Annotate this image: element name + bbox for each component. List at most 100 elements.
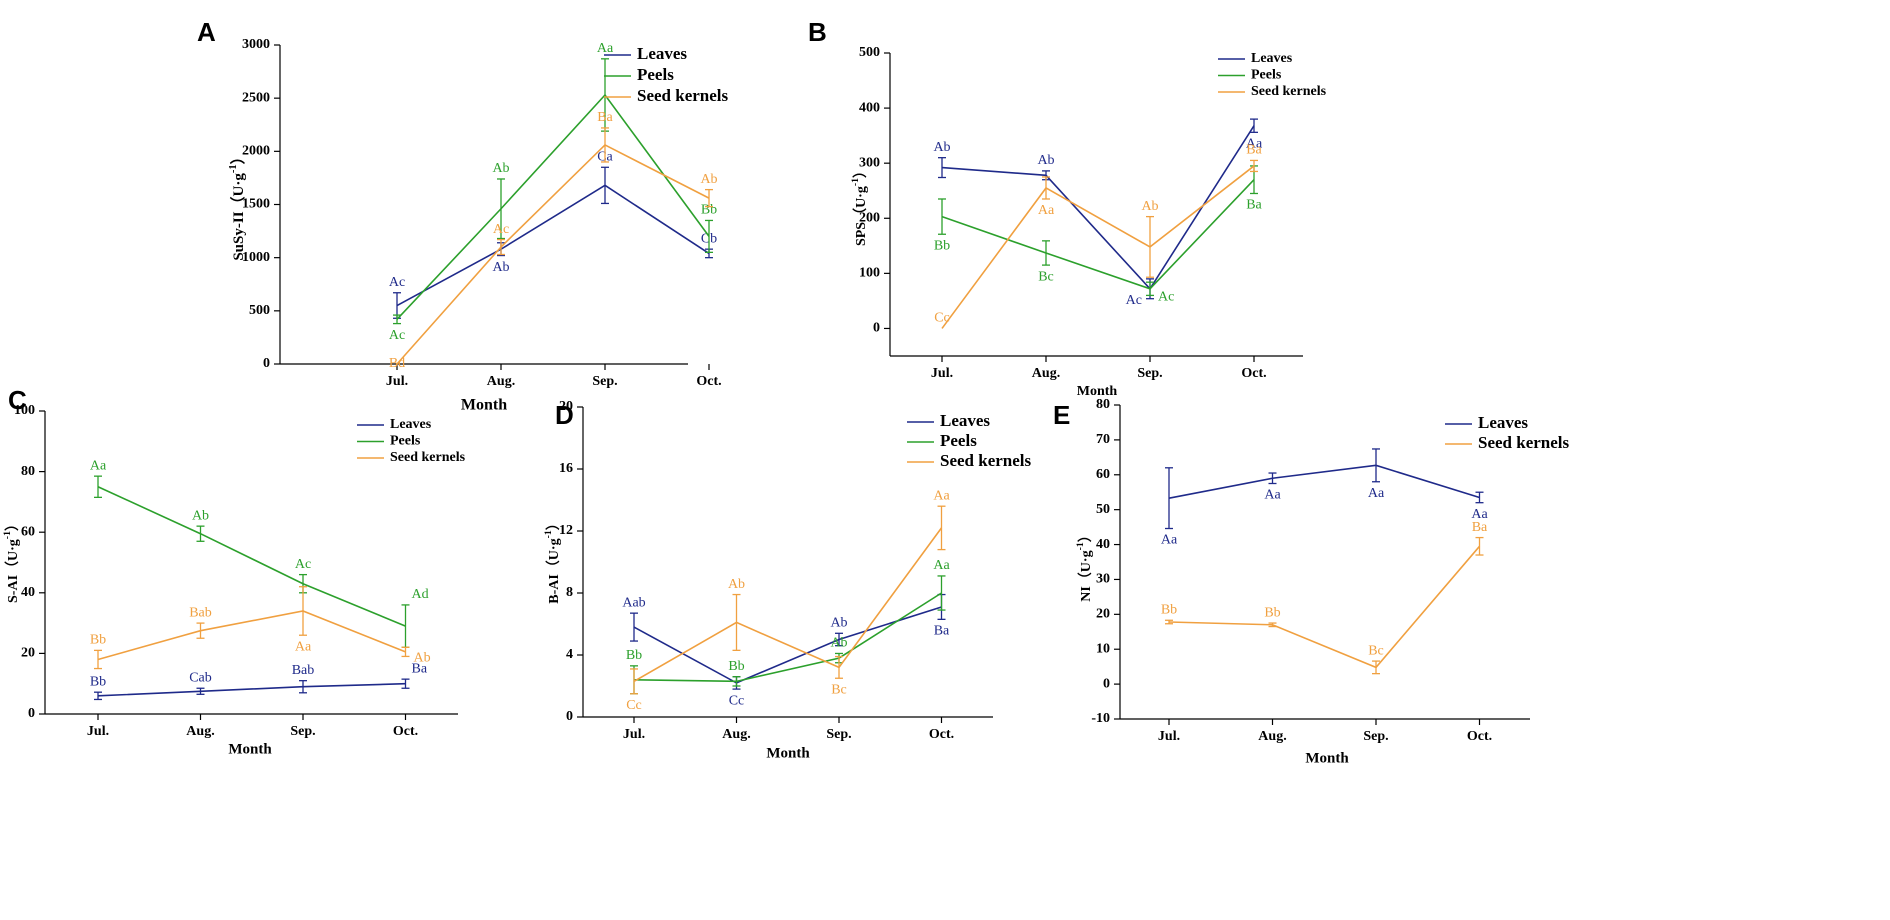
legend-label-leaves: Leaves [940, 411, 990, 430]
y-tick-label: 80 [21, 464, 35, 479]
point-label: Bb [626, 648, 642, 663]
point-label: Ba [597, 110, 613, 125]
series-seed: Bb Bab Aa Ab [90, 586, 431, 670]
y-tick-label: 0 [28, 706, 35, 721]
y-tick-label: 2000 [242, 144, 270, 159]
y-tick-label: 0 [566, 709, 573, 724]
x-tick-label: Aug. [722, 727, 750, 742]
legend-label-leaves: Leaves [1251, 51, 1293, 66]
series-line-seed [633, 527, 943, 683]
y-tick-label: 20 [21, 646, 35, 661]
panel-b-sps-chart: B 0 100 200 300 400 500 Jul. Aug. Sep. Oct. Month SP… [808, 17, 1327, 399]
y-tick-label: 16 [559, 461, 573, 476]
y-axis-title: B-AI（U·g-1） [543, 516, 562, 604]
point-label: Ba [412, 661, 428, 676]
y-axis-title: SPS（U·g-1） [850, 164, 869, 246]
y-tick-label: 50 [1096, 502, 1110, 517]
y-tick-label: 1000 [242, 250, 270, 265]
point-label: Bd [389, 356, 405, 371]
y-tick-label: 2500 [242, 90, 270, 105]
point-label: Bc [1038, 269, 1054, 284]
series-line-peels [396, 93, 710, 320]
series-line-seed [941, 165, 1255, 329]
point-label: Ab [933, 140, 950, 155]
y-tick-label: 500 [249, 303, 270, 318]
y-tick-label: 10 [1096, 641, 1110, 656]
legend-label-leaves: Leaves [637, 44, 687, 63]
series-leaves: Aab Cc Ab Ba [622, 593, 950, 708]
y-tick-label: 400 [859, 100, 880, 115]
series-seed: Cc Aa Ab Ba [934, 143, 1263, 329]
series-line-peels [633, 592, 942, 683]
panel-d-b-ai-chart: D 0 4 8 12 16 20 Jul. Aug. Sep. Oct. Month B-AI（U·g-… [543, 399, 1031, 761]
x-tick-label: Sep. [592, 374, 617, 389]
point-label: Ba [1246, 198, 1262, 213]
x-tick-label: Jul. [931, 366, 953, 381]
y-tick-label: 40 [21, 585, 35, 600]
point-label: Bb [728, 659, 744, 674]
x-tick-label: Oct. [929, 727, 954, 742]
point-label: Ac [295, 557, 311, 572]
x-tick-label: Oct. [1241, 366, 1266, 381]
legend-label-leaves: Leaves [1478, 413, 1528, 432]
point-label: Cab [189, 670, 212, 685]
x-tick-label: Sep. [290, 724, 315, 739]
series-leaves: Ab Ab Ac Aa [933, 118, 1263, 308]
y-axis-title: SuSy-II（U·g-1） [228, 149, 247, 260]
y-tick-label: 500 [859, 45, 880, 60]
y-tick-label: 20 [559, 399, 573, 414]
panel-c-s-ai-chart: C 0 20 40 60 80 100 Jul. Aug. Sep. Oct. Month S-AI（U… [2, 385, 465, 757]
point-label: Aa [1471, 507, 1488, 522]
point-label: Ac [389, 275, 405, 290]
y-tick-label: 12 [559, 523, 573, 538]
point-label: Ac [389, 328, 405, 343]
point-label: Aa [1368, 486, 1385, 501]
x-tick-label: Sep. [1363, 729, 1388, 744]
point-label: Bab [292, 663, 315, 678]
series-seed: Bb Bb Bc Ba [1161, 520, 1488, 675]
y-tick-label: 40 [1096, 537, 1110, 552]
y-tick-label: 60 [21, 524, 35, 539]
series-peels: Bb Bb Ab Aa [626, 558, 950, 695]
y-tick-label: 0 [873, 321, 880, 336]
series-peels: Ac Ab Aa Bb [389, 41, 717, 343]
y-tick-label: 70 [1096, 432, 1110, 447]
point-label: Aa [1161, 533, 1178, 548]
y-tick-label: 300 [859, 155, 880, 170]
series-line-leaves [97, 682, 406, 697]
point-label: Ab [700, 172, 717, 187]
x-tick-label: Jul. [386, 374, 408, 389]
point-label: Bb [1161, 602, 1177, 617]
point-label: Ac [1158, 290, 1174, 305]
legend-label-peels: Peels [1251, 68, 1282, 83]
series-leaves: Bb Cab Bab Ba [90, 661, 428, 701]
point-label: Ad [412, 587, 429, 602]
x-tick-label: Aug. [487, 374, 515, 389]
x-tick-label: Jul. [1158, 729, 1180, 744]
x-tick-label: Aug. [1258, 729, 1286, 744]
legend-label-peels: Peels [637, 65, 674, 84]
panel-d-letter: D [555, 400, 574, 430]
point-label: Ab [728, 577, 745, 592]
point-label: Ab [830, 616, 847, 631]
series-peels: Aa Ab Ac Ad [90, 458, 429, 648]
series-line-leaves [1168, 464, 1480, 499]
point-label: Cc [729, 693, 745, 708]
x-tick-label: Jul. [623, 727, 645, 742]
series-line-seed [1168, 545, 1481, 669]
series-line-peels [97, 486, 406, 627]
x-tick-label: Oct. [696, 374, 721, 389]
series-seed: Bd Ac Ba Ab [389, 110, 718, 371]
point-label: Ac [1126, 293, 1142, 308]
y-tick-label: 60 [1096, 467, 1110, 482]
point-label: Cc [626, 698, 642, 713]
point-label: Ab [414, 651, 431, 666]
y-tick-label: -10 [1091, 711, 1110, 726]
y-tick-label: 30 [1096, 572, 1110, 587]
series-line-seed [396, 143, 710, 365]
legend-label-seed: Seed kernels [940, 451, 1032, 470]
x-tick-label: Sep. [1137, 366, 1162, 381]
